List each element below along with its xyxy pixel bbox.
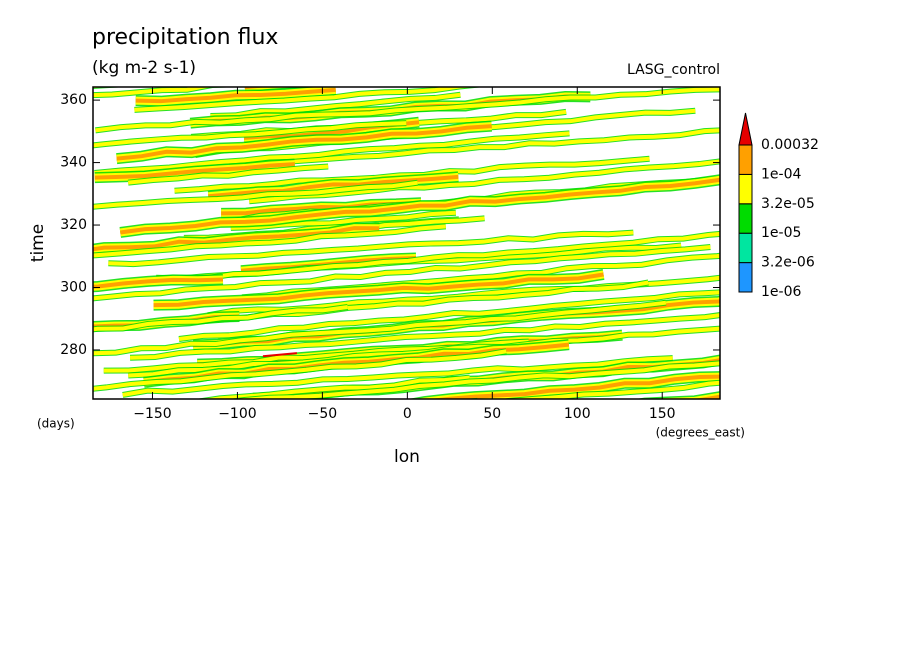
colorbar-label: 1e-06 xyxy=(761,284,801,300)
colorbar-segment xyxy=(738,144,753,175)
x-tick-label: 150 xyxy=(649,406,676,422)
rain-band-outer xyxy=(102,413,677,454)
chart-title: precipitation flux xyxy=(92,25,278,50)
rain-band-core xyxy=(429,374,720,399)
rain-band xyxy=(199,0,874,42)
rain-band xyxy=(94,131,570,175)
rain-band xyxy=(108,230,634,267)
rain-band-outer xyxy=(112,403,687,452)
rain-band-outer xyxy=(199,0,874,42)
rain-band xyxy=(127,164,329,185)
rain-band xyxy=(134,87,475,112)
x-axis-label: lon xyxy=(394,447,420,467)
rain-band xyxy=(93,300,667,356)
plot-frame xyxy=(92,86,721,400)
rain-band xyxy=(244,87,297,92)
rain-band-core xyxy=(120,177,720,235)
rain-band-outer xyxy=(244,87,321,93)
rain-band xyxy=(230,35,880,76)
rain-band-core xyxy=(135,87,336,104)
rain-band xyxy=(112,403,687,452)
y-tick-label: 320 xyxy=(60,217,87,233)
rain-band xyxy=(178,290,720,341)
colorbar-label: 3.2e-06 xyxy=(761,255,815,271)
rain-band xyxy=(210,92,461,118)
y-tick-label: 280 xyxy=(60,342,87,358)
colorbar-label: 1e-05 xyxy=(761,225,801,241)
rain-band xyxy=(236,361,720,399)
rain-band-core xyxy=(93,226,380,252)
rain-band xyxy=(93,305,348,332)
rain-band xyxy=(128,326,720,378)
rain-peak xyxy=(262,352,297,358)
colorbar-segment xyxy=(738,173,753,205)
rain-band xyxy=(93,245,711,301)
rain-band xyxy=(93,224,446,258)
y-tick-label: 340 xyxy=(60,155,87,171)
x-tick-label: 50 xyxy=(483,406,501,422)
colorbar-label: 1e-04 xyxy=(761,166,801,182)
rain-band xyxy=(133,231,720,286)
rain-band-outer xyxy=(230,35,880,76)
rain-band xyxy=(95,87,720,133)
rain-band xyxy=(229,128,720,168)
rain-band xyxy=(93,349,507,391)
colorbar-segment xyxy=(738,203,753,234)
rain-band xyxy=(249,159,720,204)
contour-field xyxy=(93,0,880,454)
rain-band xyxy=(93,180,418,209)
rain-band xyxy=(241,17,616,49)
y-tick-label: 300 xyxy=(60,280,87,296)
rain-band-core xyxy=(153,272,604,308)
rain-band-core xyxy=(93,277,224,289)
y-units: (days) xyxy=(37,417,75,431)
rain-band xyxy=(122,356,673,397)
x-tick-label: 0 xyxy=(403,406,412,422)
chart-subtitle: (kg m-2 s-1) xyxy=(92,58,196,78)
colorbar-label: 3.2e-05 xyxy=(761,196,815,212)
source-label: LASG_control xyxy=(627,62,720,78)
rain-band xyxy=(93,87,213,98)
rain-band-outer xyxy=(241,17,616,49)
rain-band-core xyxy=(244,87,268,90)
x-tick-label: −150 xyxy=(133,406,171,422)
x-tick-label: −50 xyxy=(308,406,338,422)
x-tick-label: −100 xyxy=(218,406,256,422)
colorbar-segment xyxy=(738,262,753,293)
rain-band xyxy=(102,413,677,454)
colorbar-extend xyxy=(738,112,753,146)
rain-band-core xyxy=(102,413,677,454)
rain-band xyxy=(130,313,720,360)
x-tick-label: 100 xyxy=(564,406,591,422)
rain-band-core xyxy=(94,162,295,180)
rain-band xyxy=(93,121,407,148)
y-tick-label: 360 xyxy=(60,92,87,108)
y-axis-label: time xyxy=(28,224,48,262)
rain-band xyxy=(202,375,470,399)
rain-band-core xyxy=(241,17,616,49)
colorbar-label: 0.00032 xyxy=(761,137,819,153)
x-units: (degrees_east) xyxy=(656,426,745,440)
colorbar-segment xyxy=(738,232,753,264)
rain-band-core xyxy=(116,124,492,161)
